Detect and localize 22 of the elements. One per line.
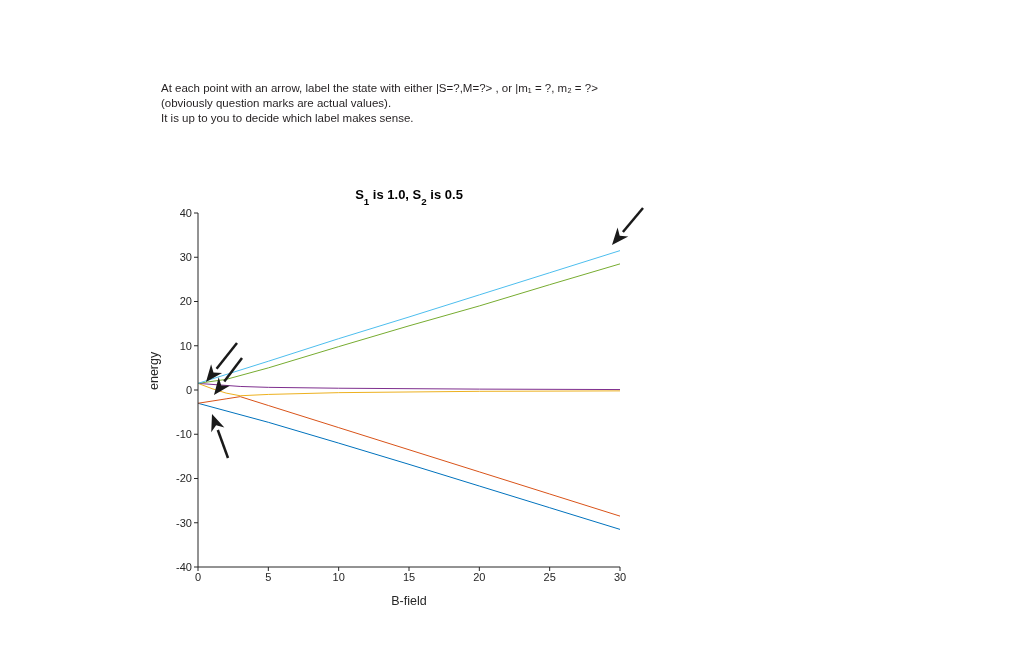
x-tick-label: 5 [265,570,272,583]
y-axis-title: energy [147,351,162,390]
x-tick-label: 30 [613,570,627,583]
x-tick-label: 0 [194,570,202,583]
y-tick-label: 0 [185,383,192,396]
x-tick-label: 25 [543,570,556,583]
y-tick-label: 30 [179,251,192,264]
x-tick-label: 15 [402,570,416,583]
y-tick-label: 10 [179,339,192,352]
text: (obviously question marks are actual values). [161,96,393,111]
x-axis-title: B-field [391,594,427,608]
y-tick-label: -20 [176,472,192,485]
chart-title: S$_{1}$ is 1.0, S$_{2}$ is 0.5 [355,187,463,207]
text: It is up to you to decide which label makes sense. [161,111,415,126]
text: At each point with an arrow, label the state with either |S=?,M=?> , or |m₁ = ?, m₂ = ?> [161,81,598,96]
y-tick-label: 20 [179,295,192,308]
y-tick-label: -10 [176,428,192,441]
y-tick-label: -40 [176,560,192,573]
y-tick-label: 40 [179,206,192,219]
x-tick-label: 20 [473,570,486,583]
y-tick-label: -30 [176,516,192,529]
x-tick-label: 10 [332,570,345,583]
